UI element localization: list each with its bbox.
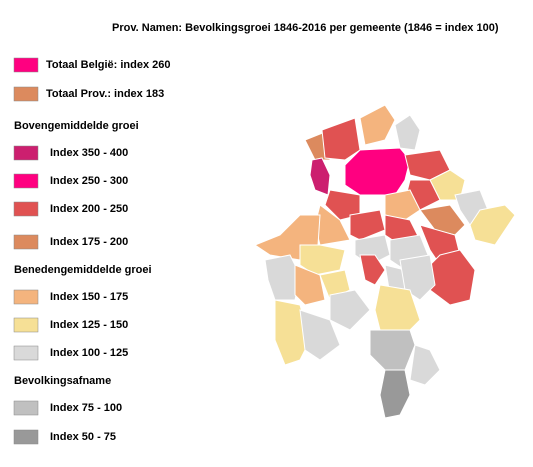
legend-swatch [13, 234, 39, 250]
legend-label: Index 75 - 100 [50, 402, 122, 414]
legend-swatch [13, 201, 39, 217]
legend-label: Index 50 - 75 [50, 431, 116, 443]
legend-label: Totaal Prov.: index 183 [46, 88, 164, 100]
legend-swatch [13, 57, 39, 73]
legend-swatch [13, 86, 39, 102]
legend-label: Index 200 - 250 [50, 203, 128, 215]
legend-heading: Benedengemiddelde groei [14, 264, 152, 276]
map [253, 104, 516, 419]
legend-swatch [13, 317, 39, 333]
title: Prov. Namen: Bevolkingsgroei 1846-2016 p… [112, 22, 499, 34]
municipality [359, 254, 386, 286]
municipality [329, 289, 371, 331]
municipality [394, 114, 421, 151]
legend-swatch [13, 345, 39, 361]
legend-heading: Bevolkingsafname [14, 375, 111, 387]
legend-swatch [13, 400, 39, 416]
legend-label: Totaal België: index 260 [46, 59, 171, 71]
municipality [384, 189, 421, 221]
legend-label: Index 175 - 200 [50, 236, 128, 248]
legend-swatch [13, 173, 39, 189]
municipality [309, 157, 331, 196]
municipality [409, 344, 441, 386]
municipality [359, 104, 396, 146]
legend-swatch [13, 145, 39, 161]
municipality [321, 117, 361, 161]
legend-label: Index 100 - 125 [50, 347, 128, 359]
municipality [349, 209, 386, 241]
legend-swatch [13, 289, 39, 305]
legend-heading: Bovengemiddelde groei [14, 120, 139, 132]
legend-label: Index 350 - 400 [50, 147, 128, 159]
municipality [344, 147, 411, 196]
legend-label: Index 150 - 175 [50, 291, 128, 303]
municipality [299, 244, 346, 276]
municipality [299, 309, 341, 361]
municipality [369, 329, 416, 371]
municipality [419, 204, 466, 236]
municipality [399, 254, 436, 301]
municipality [264, 254, 301, 301]
municipality [469, 204, 516, 246]
municipality [379, 369, 411, 419]
legend-label: Index 250 - 300 [50, 175, 128, 187]
municipality [294, 264, 326, 306]
legend-label: Index 125 - 150 [50, 319, 128, 331]
legend-swatch [13, 429, 39, 445]
